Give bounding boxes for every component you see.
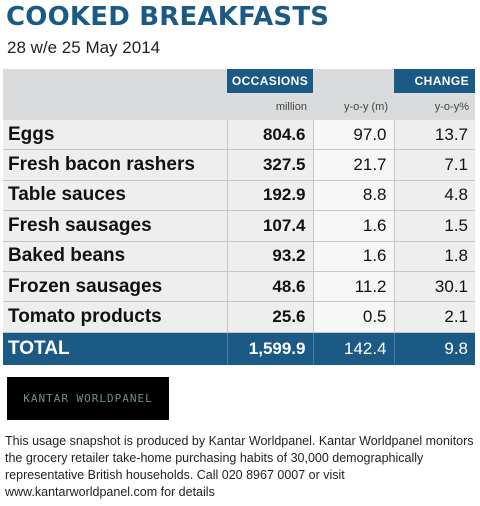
subheader-blank-cell: [3, 93, 227, 120]
change-header: CHANGE: [394, 69, 475, 93]
row-label: Fresh sausages: [3, 210, 227, 242]
header-blank-cell: [3, 69, 227, 93]
occasions-value: 192.9: [226, 180, 313, 212]
table-row: Tomato products 25.6 0.5 2.1: [3, 301, 475, 333]
yoy-m-value: 1.6: [312, 210, 394, 242]
sub-header-row: million y-o-y (m) y-o-y%: [3, 93, 475, 120]
occasions-value: 48.6: [226, 271, 313, 303]
yoy-pct-value: 1.8: [393, 241, 475, 272]
row-label: Tomato products: [3, 301, 227, 333]
table-row: Table sauces 192.9 8.8 4.8: [3, 180, 475, 212]
footer-note: This usage snapshot is produced by Kanta…: [5, 434, 474, 499]
table-row: Baked beans 93.2 1.6 1.8: [3, 241, 475, 272]
logo-text: KANTAR WORLDPANEL: [23, 392, 153, 405]
occasions-value: 327.5: [226, 149, 313, 181]
yoy-pct-value: 2.1: [393, 301, 475, 333]
breakfast-table: OCCASIONS CHANGE million y-o-y (m) y-o-y…: [3, 69, 475, 365]
yoy-m-subheader: y-o-y (m): [313, 93, 394, 120]
yoy-pct-value: 13.7: [393, 120, 475, 151]
total-row: TOTAL 1,599.9 142.4 9.8: [3, 332, 475, 365]
total-label: TOTAL: [3, 332, 227, 365]
yoy-m-value: 0.5: [312, 301, 394, 333]
yoy-m-value: 97.0: [312, 120, 394, 151]
occasions-value: 804.6: [226, 120, 313, 151]
yoy-pct-value: 7.1: [393, 149, 475, 181]
occasions-header: OCCASIONS: [227, 69, 313, 93]
row-label: Frozen sausages: [3, 271, 227, 303]
yoy-m-value: 8.8: [312, 180, 394, 212]
row-label: Fresh bacon rashers: [3, 149, 227, 181]
total-yoy-pct-value: 9.8: [393, 332, 475, 365]
yoy-pct-value: 4.8: [393, 180, 475, 212]
occasions-value: 93.2: [226, 241, 313, 272]
occasions-value: 25.6: [226, 301, 313, 333]
row-label: Table sauces: [3, 180, 227, 212]
million-subheader: million: [227, 93, 313, 120]
yoy-m-value: 21.7: [312, 149, 394, 181]
yoy-pct-subheader: y-o-y%: [394, 93, 475, 120]
yoy-m-value: 11.2: [312, 271, 394, 303]
change-header-spacer: [313, 69, 394, 93]
table-row: Fresh sausages 107.4 1.6 1.5: [3, 210, 475, 242]
page-title: COOKED BREAKFASTS: [6, 2, 330, 32]
table-row: Eggs 804.6 97.0 13.7: [3, 120, 475, 151]
group-header-row: OCCASIONS CHANGE: [3, 69, 475, 93]
occasions-value: 107.4: [226, 210, 313, 242]
date-subtitle: 28 w/e 25 May 2014: [7, 38, 161, 57]
table-row: Frozen sausages 48.6 11.2 30.1: [3, 271, 475, 303]
row-label: Eggs: [3, 120, 227, 151]
row-label: Baked beans: [3, 241, 227, 272]
yoy-m-value: 1.6: [312, 241, 394, 272]
kantar-worldpanel-logo: KANTAR WORLDPANEL: [7, 377, 169, 420]
total-yoy-m-value: 142.4: [312, 332, 394, 365]
table-row: Fresh bacon rashers 327.5 21.7 7.1: [3, 149, 475, 181]
total-occasions-value: 1,599.9: [226, 332, 313, 365]
yoy-pct-value: 30.1: [393, 271, 475, 303]
yoy-pct-value: 1.5: [393, 210, 475, 242]
